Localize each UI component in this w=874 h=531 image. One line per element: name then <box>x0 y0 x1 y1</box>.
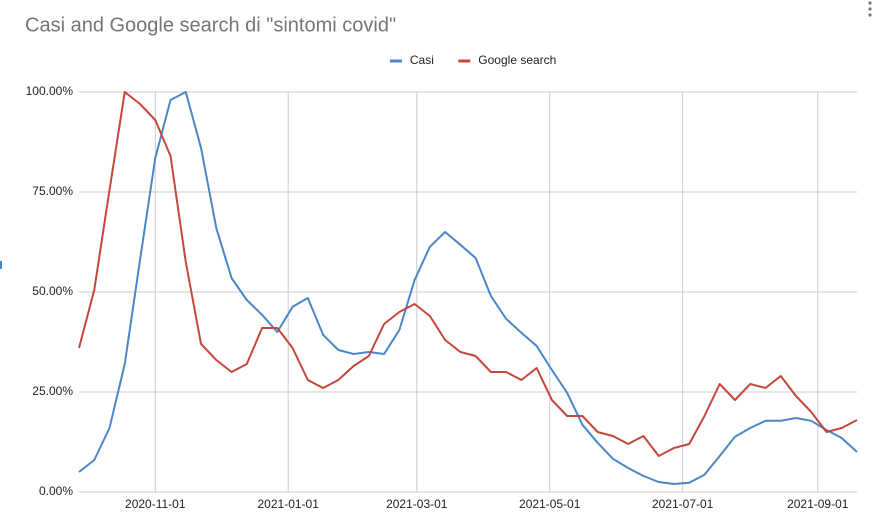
x-tick-label: 2021-05-01 <box>519 497 581 511</box>
y-tick-label: 25.00% <box>32 384 73 398</box>
chart-title: Casi and Google search di "sintomi covid… <box>25 14 396 36</box>
y-tick-label: 75.00% <box>32 184 73 198</box>
menu-dot[interactable] <box>868 13 872 17</box>
legend-label: Casi <box>410 53 434 67</box>
series-line <box>78 91 858 485</box>
x-tick-label: 2020-11-01 <box>125 497 186 511</box>
edge-marker <box>0 261 2 269</box>
y-tick-label: 100.00% <box>26 84 74 98</box>
series-line <box>78 91 858 457</box>
x-tick-label: 2021-07-01 <box>652 497 714 511</box>
x-tick-label: 2021-09-01 <box>787 497 849 511</box>
x-tick-label: 2021-01-01 <box>258 497 320 511</box>
x-tick-label: 2021-03-01 <box>386 497 448 511</box>
y-tick-label: 50.00% <box>32 284 73 298</box>
menu-dot[interactable] <box>868 7 872 11</box>
legend-label: Google search <box>478 53 556 67</box>
y-tick-label: 0.00% <box>39 484 73 498</box>
menu-dot[interactable] <box>868 1 872 5</box>
